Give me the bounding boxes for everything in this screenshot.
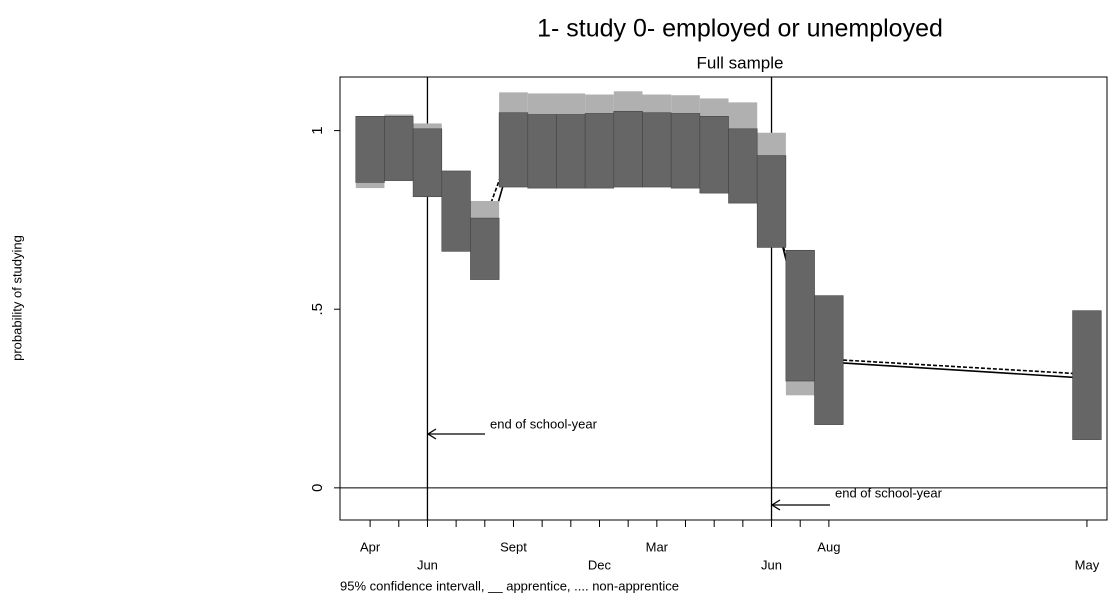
note: 95% confidence intervall, __ apprentice,… bbox=[340, 578, 679, 593]
ci-box bbox=[498, 112, 529, 188]
ci-box bbox=[814, 295, 844, 425]
arrow bbox=[770, 499, 830, 511]
ci-box bbox=[527, 114, 557, 189]
ci-box bbox=[355, 115, 385, 183]
ci-box bbox=[699, 115, 729, 194]
annotation: end of school-year bbox=[835, 485, 943, 500]
x-tick-label: Apr bbox=[360, 539, 381, 554]
plot bbox=[334, 77, 1107, 527]
ci-box bbox=[584, 113, 615, 189]
x-tick-label: Sept bbox=[500, 539, 527, 554]
x-tick-label: May bbox=[1075, 557, 1100, 572]
chart-subtitle: Full sample bbox=[697, 53, 784, 72]
plot-frame bbox=[339, 76, 1108, 521]
chart-title: 1- study 0- employed or unemployed bbox=[537, 15, 943, 43]
ci-box bbox=[785, 249, 815, 382]
ci-box bbox=[1072, 310, 1102, 440]
ci-box bbox=[556, 114, 586, 189]
ci-box bbox=[613, 110, 643, 188]
y-tick-label: 0 bbox=[309, 484, 326, 492]
ci-box bbox=[670, 113, 701, 189]
annotation: end of school-year bbox=[490, 416, 598, 431]
x-tick-label: Aug bbox=[817, 539, 840, 554]
y-tick-label: .5 bbox=[309, 303, 326, 316]
ci-box bbox=[441, 170, 471, 252]
x-tick-label: Jun bbox=[761, 557, 782, 572]
ci-box bbox=[728, 128, 758, 204]
x-tick-label: Mar bbox=[646, 539, 669, 554]
ci-box bbox=[470, 217, 500, 280]
ci-box bbox=[412, 128, 443, 197]
ci-box bbox=[756, 155, 787, 248]
y-tick-label: 1 bbox=[309, 126, 326, 134]
x-tick-label: Dec bbox=[588, 557, 612, 572]
ci-box bbox=[384, 115, 414, 181]
x-tick-label: Jun bbox=[417, 557, 438, 572]
y-axis-label: probability of studying bbox=[9, 235, 24, 361]
arrow bbox=[426, 428, 485, 440]
ci-box bbox=[642, 112, 672, 188]
